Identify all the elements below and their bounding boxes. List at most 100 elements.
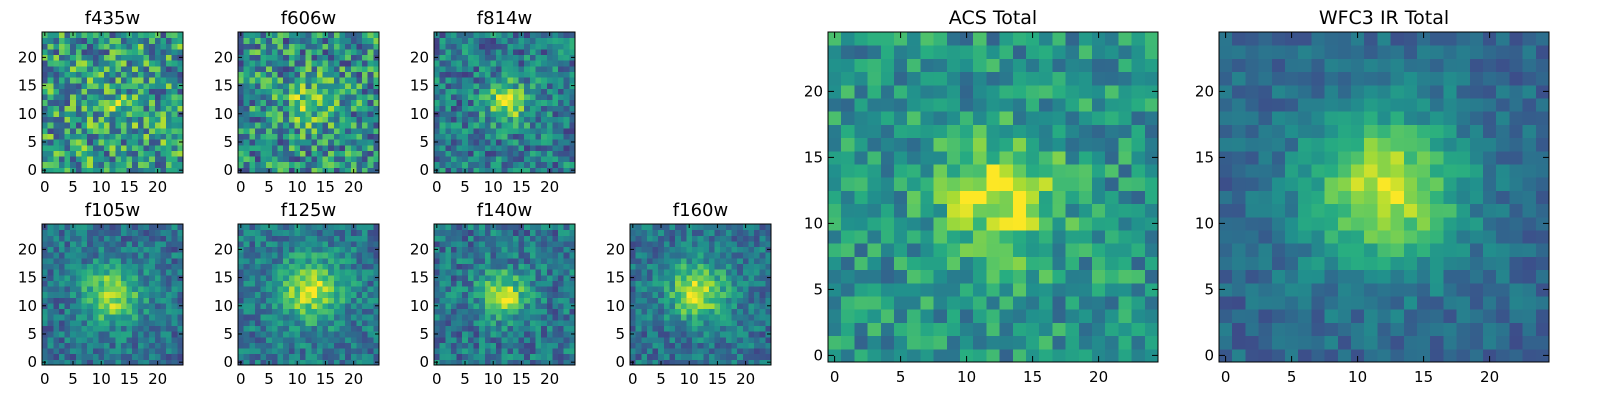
heatmap-cell: [1039, 256, 1053, 271]
heatmap-cell: [373, 77, 380, 84]
heatmap-cell: [294, 286, 301, 293]
heatmap-cell: [345, 224, 352, 231]
heatmap-cell: [339, 246, 346, 253]
heatmap-cell: [445, 150, 452, 157]
heatmap-cell: [64, 110, 71, 118]
heatmap-cell: [42, 308, 49, 315]
heatmap-cell: [53, 71, 60, 78]
heatmap-cell: [541, 94, 548, 101]
heatmap-cell: [731, 353, 738, 360]
heatmap-cell: [658, 269, 665, 276]
heatmap-cell: [126, 331, 133, 338]
heatmap-cell: [339, 331, 346, 338]
heatmap-cell: [841, 164, 855, 178]
heatmap-cell: [81, 336, 88, 343]
heatmap-cell: [434, 229, 441, 236]
heatmap-cell: [714, 319, 721, 327]
heatmap-cell: [450, 99, 458, 106]
heatmap-cell: [266, 291, 273, 298]
heatmap-cell: [512, 257, 520, 264]
heatmap-cell: [115, 235, 122, 242]
heatmap-cell: [367, 156, 374, 163]
heatmap-cell: [725, 286, 733, 293]
heatmap-cell: [518, 122, 525, 129]
heatmap-cell: [754, 274, 761, 281]
heatmap-cell: [512, 77, 520, 84]
heatmap-cell: [1144, 335, 1159, 350]
x-tick-label: 20: [540, 178, 559, 196]
heatmap-cell: [558, 291, 565, 298]
heatmap-cell: [439, 54, 446, 61]
heatmap-cell: [841, 296, 855, 310]
heatmap-cell: [120, 336, 128, 343]
heatmap-cell: [456, 331, 463, 338]
heatmap-cell: [126, 88, 133, 95]
heatmap-cell: [725, 336, 733, 343]
heatmap-cell: [171, 48, 178, 56]
heatmap-cell: [765, 314, 772, 321]
heatmap-cell: [53, 150, 60, 157]
heatmap-cell: [630, 297, 637, 304]
heatmap-cell: [120, 246, 128, 253]
heatmap-cell: [345, 161, 352, 168]
heatmap-cell: [339, 235, 346, 242]
heatmap-cell: [518, 71, 525, 78]
heatmap-cell: [305, 252, 312, 259]
heatmap-cell: [316, 274, 324, 281]
heatmap-cell: [333, 336, 341, 343]
heatmap-cell: [137, 71, 145, 78]
heatmap-cell: [496, 122, 503, 129]
heatmap-cell: [484, 133, 491, 140]
heatmap-cell: [759, 319, 766, 327]
heatmap-cell: [1118, 309, 1133, 323]
heatmap-cell: [288, 291, 295, 298]
heatmap-cell: [854, 243, 869, 257]
heatmap-cell: [675, 252, 682, 259]
heatmap-cell: [663, 325, 670, 332]
heatmap-cell: [300, 257, 307, 264]
heatmap-cell: [300, 99, 307, 106]
heatmap-cell: [75, 331, 82, 338]
heatmap-cell: [1012, 230, 1027, 244]
heatmap-cell: [260, 88, 267, 95]
heatmap-cell: [373, 224, 380, 231]
heatmap-cell: [75, 224, 82, 231]
heatmap-cell: [254, 297, 262, 304]
heatmap-cell: [467, 269, 474, 276]
heatmap-cell: [490, 82, 497, 89]
heatmap-cell: [563, 122, 570, 129]
heatmap-cell: [434, 48, 441, 56]
heatmap-cell: [1026, 296, 1040, 310]
heatmap-cell: [345, 144, 352, 151]
heatmap-cell: [484, 252, 491, 259]
heatmap-cell: [748, 297, 755, 304]
heatmap-cell: [692, 342, 699, 349]
heatmap-cell: [328, 139, 335, 146]
heatmap-cell: [345, 353, 352, 360]
heatmap-cell: [663, 229, 670, 236]
heatmap-cell: [132, 133, 139, 140]
heatmap-cell: [1078, 296, 1093, 310]
heatmap-cell: [462, 291, 469, 298]
heatmap-cell: [708, 257, 716, 264]
heatmap-cell: [479, 110, 486, 118]
heatmap-cell: [137, 65, 145, 72]
heatmap-cell: [986, 256, 1001, 271]
heatmap-cell: [81, 48, 88, 56]
heatmap-cell: [98, 37, 105, 44]
heatmap-cell: [373, 280, 380, 287]
heatmap-cell: [305, 99, 312, 106]
heatmap-cell: [92, 280, 99, 287]
heatmap-cell: [467, 297, 474, 304]
heatmap-cell: [686, 297, 693, 304]
heatmap-cell: [149, 48, 156, 56]
heatmap-cell: [552, 348, 559, 355]
heatmap-cell: [569, 240, 576, 248]
heatmap-cell: [894, 243, 908, 257]
heatmap-cell: [160, 224, 167, 231]
heatmap-cell: [350, 235, 357, 242]
heatmap-cell: [166, 88, 173, 95]
heatmap-cell: [53, 229, 60, 236]
heatmap-cell: [1105, 296, 1119, 310]
heatmap-cell: [42, 314, 49, 321]
